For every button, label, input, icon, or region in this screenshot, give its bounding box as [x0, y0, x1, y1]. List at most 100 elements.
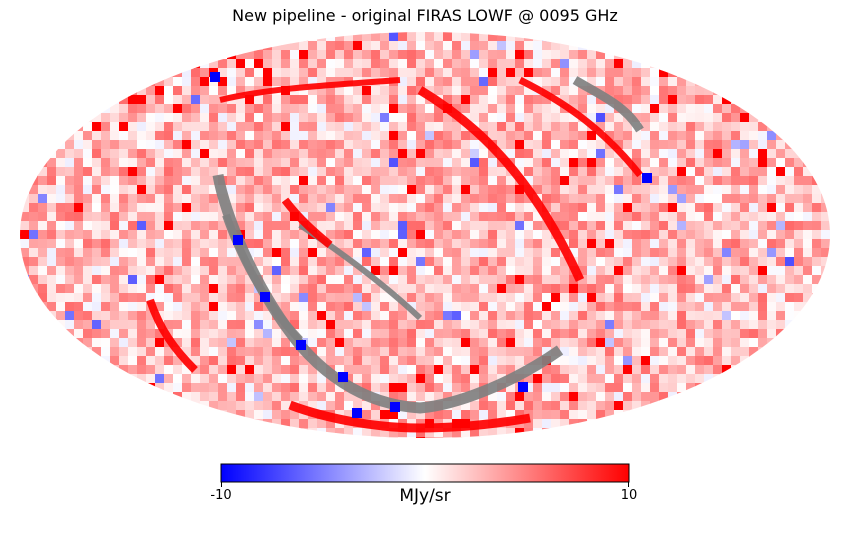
map-pixel — [254, 356, 264, 366]
map-pixel — [272, 266, 282, 276]
map-pixel — [443, 248, 453, 258]
map-pixel — [470, 77, 480, 87]
map-pixel — [290, 284, 300, 294]
map-pixel — [227, 257, 237, 267]
map-pixel — [164, 113, 174, 123]
map-pixel — [263, 131, 273, 141]
map-pixel — [263, 239, 273, 249]
map-pixel — [83, 239, 93, 249]
map-pixel — [398, 221, 408, 231]
map-pixel — [533, 113, 543, 123]
map-pixel — [614, 68, 624, 78]
map-pixel — [317, 275, 327, 285]
map-pixel — [209, 392, 219, 402]
map-pixel — [452, 374, 462, 384]
map-pixel — [560, 212, 570, 222]
map-pixel — [290, 50, 300, 60]
map-pixel — [119, 221, 129, 231]
map-pixel — [380, 104, 390, 114]
map-pixel — [488, 275, 498, 285]
map-pixel — [92, 149, 102, 159]
map-pixel — [56, 167, 66, 177]
map-pixel — [812, 194, 822, 204]
map-pixel — [353, 275, 363, 285]
map-pixel — [488, 293, 498, 303]
map-pixel — [128, 167, 138, 177]
map-pixel — [740, 320, 750, 330]
map-pixel — [515, 149, 525, 159]
map-pixel — [668, 113, 678, 123]
map-pixel — [560, 257, 570, 267]
map-pixel — [407, 347, 417, 357]
map-pixel — [776, 266, 786, 276]
map-pixel — [587, 419, 597, 429]
map-pixel — [659, 113, 669, 123]
map-pixel — [497, 41, 507, 51]
map-pixel — [371, 176, 381, 186]
map-pixel — [668, 302, 678, 312]
map-pixel — [353, 221, 363, 231]
map-pixel — [632, 284, 642, 294]
map-pixel — [542, 59, 552, 69]
map-pixel — [614, 392, 624, 402]
map-pixel — [380, 428, 390, 438]
map-pixel — [155, 77, 165, 87]
map-pixel — [506, 131, 516, 141]
map-pixel — [263, 257, 273, 267]
map-pixel — [137, 203, 147, 213]
map-pixel — [263, 41, 273, 51]
map-pixel — [614, 401, 624, 411]
map-pixel — [695, 230, 705, 240]
map-pixel — [650, 356, 660, 366]
map-pixel — [398, 392, 408, 402]
map-pixel — [371, 338, 381, 348]
map-pixel — [92, 248, 102, 258]
map-pixel — [155, 356, 165, 366]
map-pixel — [290, 185, 300, 195]
map-pixel — [236, 212, 246, 222]
map-pixel — [596, 221, 606, 231]
map-pixel — [227, 365, 237, 375]
map-pixel — [551, 203, 561, 213]
map-pixel — [533, 320, 543, 330]
map-pixel — [173, 230, 183, 240]
map-pixel — [299, 275, 309, 285]
map-pixel — [650, 203, 660, 213]
map-pixel — [632, 221, 642, 231]
map-pixel — [542, 77, 552, 87]
map-pixel — [101, 284, 111, 294]
map-pixel — [479, 86, 489, 96]
map-pixel — [290, 113, 300, 123]
map-pixel — [632, 212, 642, 222]
map-pixel — [317, 185, 327, 195]
map-pixel — [155, 329, 165, 339]
map-pixel — [146, 194, 156, 204]
map-pixel — [578, 194, 588, 204]
map-pixel — [443, 59, 453, 69]
map-pixel — [245, 158, 255, 168]
map-pixel — [713, 212, 723, 222]
map-pixel — [272, 140, 282, 150]
map-pixel — [317, 86, 327, 96]
map-pixel — [812, 284, 822, 294]
map-pixel — [254, 68, 264, 78]
map-pixel — [713, 302, 723, 312]
map-pixel — [200, 212, 210, 222]
map-pixel — [317, 311, 327, 321]
map-pixel — [389, 32, 399, 42]
map-pixel — [452, 176, 462, 186]
map-pixel — [515, 239, 525, 249]
map-pixel — [191, 203, 201, 213]
map-pixel — [362, 212, 372, 222]
map-pixel — [326, 86, 336, 96]
map-pixel — [155, 113, 165, 123]
negative-patch — [260, 292, 270, 302]
map-pixel — [650, 374, 660, 384]
map-pixel — [479, 95, 489, 105]
map-pixel — [587, 365, 597, 375]
map-pixel — [470, 221, 480, 231]
map-pixel — [731, 176, 741, 186]
map-pixel — [542, 320, 552, 330]
map-pixel — [353, 32, 363, 42]
map-pixel — [461, 68, 471, 78]
